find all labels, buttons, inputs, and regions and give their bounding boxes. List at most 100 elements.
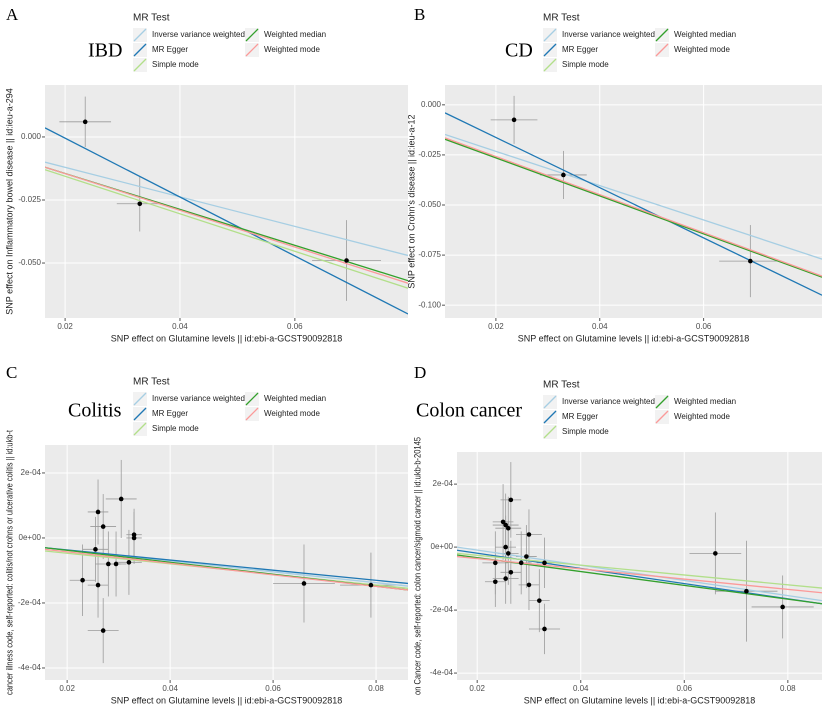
x-tick-label: 0.02 [57, 322, 73, 331]
x-tick-label: 0.02 [59, 684, 75, 693]
legend-swatch [133, 407, 147, 421]
legend-label: Inverse variance weighted [562, 397, 655, 406]
legend-label: MR Egger [562, 45, 598, 54]
regression-line [45, 548, 408, 591]
data-point [503, 544, 508, 550]
legend-label: Simple mode [562, 60, 609, 69]
y-tick-label: 0.000 [421, 100, 442, 109]
y-tick-label: 0.000 [21, 132, 42, 141]
legend-title: MR Test [133, 377, 170, 388]
legend-label: Simple mode [152, 60, 199, 69]
plot-content [445, 95, 822, 298]
data-point [100, 524, 106, 529]
panel-letter: A [6, 5, 19, 24]
regression-line [45, 169, 408, 289]
data-point [137, 201, 143, 207]
legend-swatch [543, 425, 557, 439]
legend-title: MR Test [133, 13, 170, 24]
data-point [344, 258, 349, 263]
legend-label: Inverse variance weighted [152, 394, 245, 403]
regression-line [457, 552, 822, 589]
legend-swatch [655, 395, 669, 409]
x-tick-label: 0.04 [573, 684, 589, 693]
legend-swatch [655, 28, 669, 42]
regression-line [445, 138, 822, 278]
data-point [493, 560, 498, 566]
plot-background [457, 452, 822, 680]
panel-letter: D [414, 363, 426, 382]
data-point [542, 626, 547, 632]
regression-line [457, 555, 822, 594]
regression-line [45, 127, 408, 315]
data-point [80, 577, 85, 583]
data-point [95, 509, 101, 515]
legend-label: Weighted median [264, 394, 326, 403]
data-point [508, 497, 514, 503]
legend-swatch [133, 43, 147, 57]
x-axis-title: SNP effect on Glutamine levels || id:ebi… [111, 333, 342, 343]
x-tick-label: 0.04 [592, 322, 608, 331]
legend-label: Weighted median [674, 397, 736, 406]
regression-line [45, 547, 408, 585]
y-tick-label: -4e-04 [430, 668, 454, 677]
data-point [526, 532, 532, 537]
legend-swatch [133, 58, 147, 72]
data-point [131, 532, 137, 538]
legend-label: Weighted median [264, 30, 326, 39]
plot-background [45, 85, 408, 318]
regression-line [445, 133, 822, 260]
plot-background [45, 445, 408, 680]
y-tick-label: -0.050 [418, 200, 441, 209]
legend-swatch [655, 410, 669, 424]
legend-swatch [133, 422, 147, 436]
data-point [524, 554, 529, 559]
data-point [113, 561, 119, 567]
data-point [505, 551, 511, 556]
data-point [493, 579, 498, 585]
legend-swatch [543, 410, 557, 424]
y-tick-label: -0.075 [418, 250, 441, 259]
y-tick-label: -0.025 [18, 195, 41, 204]
data-point [301, 581, 307, 586]
legend-label: Weighted mode [674, 45, 730, 54]
legend-title: MR Test [543, 13, 580, 24]
legend-swatch [245, 407, 259, 421]
data-point [503, 522, 508, 528]
data-point [93, 547, 98, 552]
data-point [100, 628, 106, 633]
data-point [511, 117, 517, 123]
x-tick-label: 0.02 [469, 684, 485, 693]
x-tick-label: 0.08 [368, 684, 384, 693]
panel-title: IBD [88, 40, 122, 62]
legend-swatch [543, 58, 557, 72]
y-axis-title: SNP effect on Inflammatory bowel disease… [4, 88, 14, 314]
legend-label: Simple mode [152, 424, 199, 433]
legend-label: Weighted median [674, 30, 736, 39]
data-point [744, 588, 749, 594]
legend-title: MR Test [543, 380, 580, 391]
data-point [713, 551, 718, 556]
y-axis-title: SNP effect on Crohn's disease || id:ieu-… [406, 114, 416, 288]
x-axis-title: SNP effect on Glutamine levels || id:ebi… [524, 695, 755, 705]
legend-swatch [133, 392, 147, 406]
panel-title: Colitis [68, 400, 122, 422]
regression-line [457, 546, 822, 602]
legend-label: MR Egger [562, 412, 598, 421]
data-point [780, 604, 785, 610]
panel-title: CD [505, 40, 533, 62]
y-tick-label: 0e+00 [19, 533, 42, 542]
x-tick-label: 0.04 [162, 684, 178, 693]
plot-content [457, 462, 822, 655]
legend-swatch [245, 43, 259, 57]
data-point [748, 258, 753, 264]
data-point [542, 560, 547, 566]
regression-line [45, 161, 408, 257]
data-point [118, 496, 124, 502]
x-tick-label: 0.08 [780, 684, 796, 693]
y-tick-label: -0.025 [418, 150, 441, 159]
y-axis-title: on Cancer code, self-reported: colon can… [412, 437, 422, 695]
data-point [131, 535, 137, 541]
x-tick-label: 0.02 [488, 322, 504, 331]
y-tick-label: 2e-04 [21, 468, 42, 477]
